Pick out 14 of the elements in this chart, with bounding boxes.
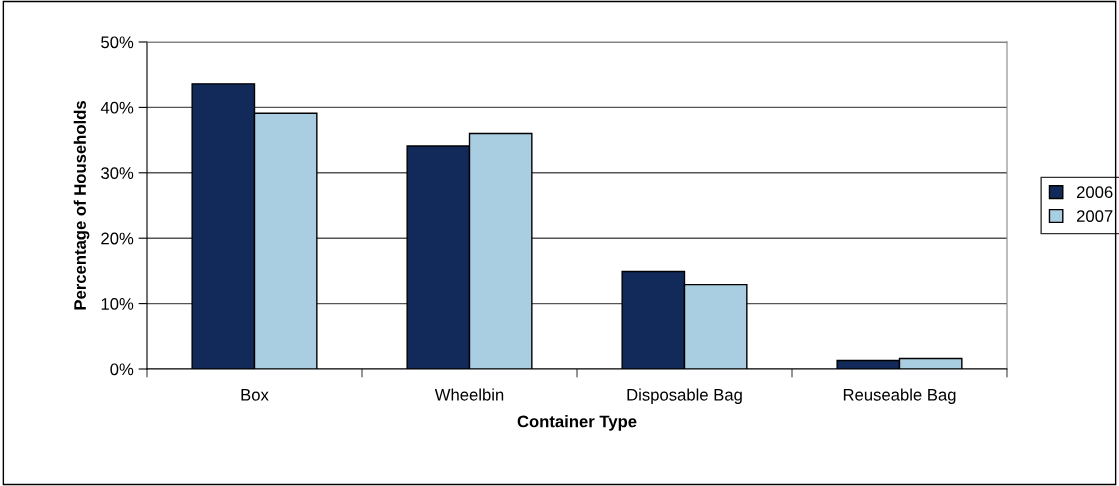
legend-label: 2006 (1076, 186, 1113, 199)
y-tick-label: 10% (101, 298, 134, 310)
x-axis-title: Container Type (517, 415, 637, 431)
x-tick-label: Disposable Bag (627, 388, 742, 404)
x-tick-label: Reuseable Bag (843, 388, 956, 404)
y-axis-title: Percentage of Households (73, 101, 90, 310)
y-tick-label: 40% (100, 101, 134, 114)
x-tick-label: Box (241, 389, 269, 401)
y-tick-label: 30% (101, 167, 134, 179)
legend-label: 2007 (1076, 210, 1113, 222)
y-tick-label: 50% (101, 36, 134, 49)
x-tick-label: Wheelbin (434, 388, 504, 401)
y-tick-label: 20% (101, 232, 134, 245)
y-tick-label: 0% (110, 363, 134, 376)
